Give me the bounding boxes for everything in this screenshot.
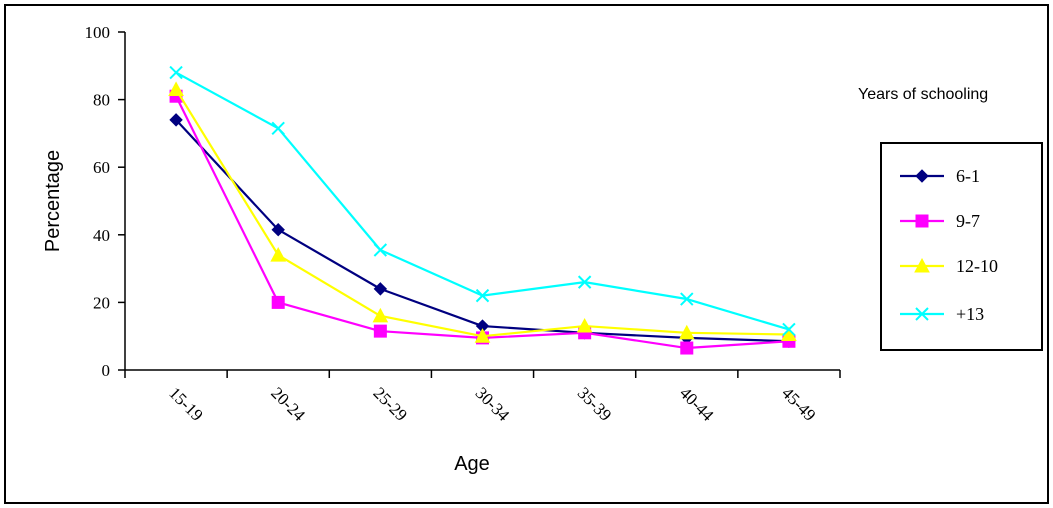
data-point bbox=[782, 322, 796, 337]
legend-item: 6-1 bbox=[900, 166, 980, 186]
x-axis-title: Age bbox=[454, 453, 490, 475]
y-tick-label: 100 bbox=[85, 23, 111, 42]
data-point bbox=[372, 307, 389, 323]
legend-item: +13 bbox=[900, 304, 984, 324]
data-point bbox=[271, 295, 285, 309]
data-point bbox=[169, 65, 183, 80]
data-point bbox=[270, 247, 287, 262]
data-point bbox=[373, 324, 387, 338]
legend-label: +13 bbox=[956, 304, 984, 324]
data-point bbox=[271, 223, 285, 237]
data-point bbox=[475, 288, 490, 303]
data-point bbox=[577, 275, 592, 289]
legend-marker bbox=[915, 214, 929, 228]
y-tick-label: 40 bbox=[93, 226, 110, 245]
y-tick-label: 0 bbox=[102, 361, 111, 380]
data-point bbox=[373, 243, 388, 257]
series-4 bbox=[169, 65, 796, 337]
y-tick-label: 80 bbox=[93, 91, 110, 110]
legend-item: 9-7 bbox=[900, 211, 980, 231]
legend-marker bbox=[915, 169, 929, 183]
y-tick-label: 20 bbox=[93, 293, 110, 312]
y-tick-label: 60 bbox=[93, 158, 110, 177]
legend-label: 9-7 bbox=[956, 211, 980, 231]
series-3 bbox=[168, 81, 797, 343]
y-axis: 0 20 40 60 80 100 bbox=[85, 23, 126, 380]
legend-box bbox=[880, 142, 1043, 351]
legend-marker bbox=[915, 307, 929, 321]
data-point bbox=[680, 341, 694, 355]
series-layer bbox=[168, 65, 797, 355]
legend-label: 12-10 bbox=[956, 256, 998, 276]
data-point bbox=[474, 328, 491, 343]
data-point bbox=[168, 81, 184, 96]
data-point bbox=[271, 121, 285, 136]
legend-title: Years of schooling bbox=[858, 86, 988, 103]
data-point bbox=[680, 292, 694, 306]
legend: 6-1 9-7 12-10 +13 bbox=[880, 142, 1043, 351]
legend-marker bbox=[914, 257, 930, 273]
legend-item: 12-10 bbox=[900, 256, 998, 276]
data-point bbox=[678, 324, 695, 340]
data-point bbox=[169, 113, 183, 127]
data-point bbox=[576, 318, 593, 333]
legend-label: 6-1 bbox=[956, 166, 980, 186]
data-point bbox=[373, 282, 388, 296]
y-axis-title: Percentage bbox=[42, 150, 64, 252]
